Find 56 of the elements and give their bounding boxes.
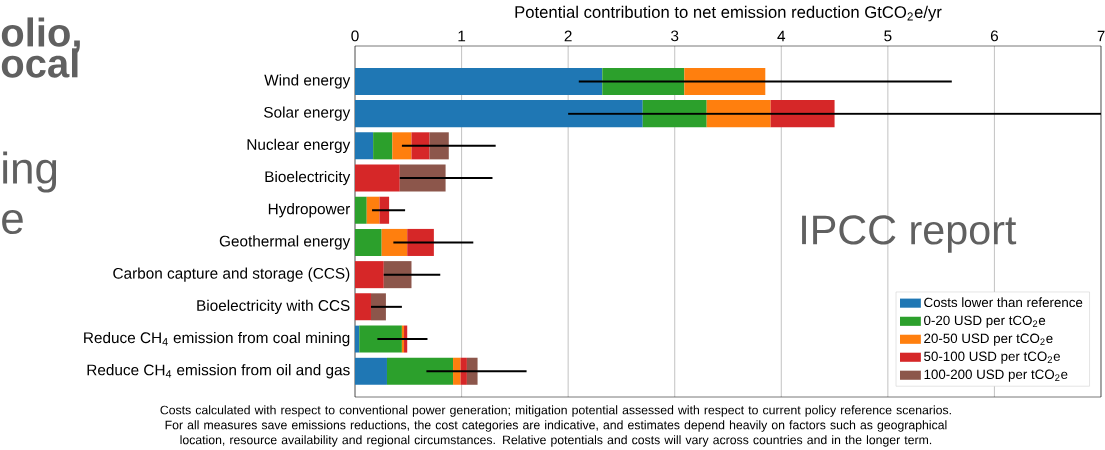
bar bbox=[359, 325, 402, 353]
x-tick-label: 4 bbox=[777, 30, 786, 42]
x-tick-label: 3 bbox=[671, 30, 679, 42]
bar bbox=[355, 357, 387, 385]
y-tick-label: Bioelectricity with CCS bbox=[197, 299, 350, 314]
legend-label: Costs lower than reference bbox=[924, 297, 1083, 308]
y-tick-label: Reduce CH$_{4}$ emission from oil and gas bbox=[87, 364, 350, 379]
legend-label: 100-200 USD per tCO$_{2}$e bbox=[924, 369, 1068, 382]
bar bbox=[770, 100, 835, 128]
bar bbox=[684, 67, 766, 95]
bar bbox=[366, 196, 380, 224]
legend-label: 50-100 USD per tCO$_{2}$e bbox=[924, 351, 1060, 364]
x-tick-label: 2 bbox=[564, 30, 572, 42]
bar bbox=[407, 228, 434, 256]
x-tick-label: 6 bbox=[990, 30, 999, 42]
y-tick-label: Nuclear energy bbox=[247, 138, 351, 153]
bar bbox=[355, 100, 643, 128]
bar bbox=[429, 132, 449, 160]
bar bbox=[392, 132, 412, 160]
bar bbox=[411, 132, 430, 160]
bar bbox=[642, 100, 707, 128]
bar bbox=[355, 196, 367, 224]
y-tick-label: Geothermal energy bbox=[219, 235, 351, 250]
bar bbox=[355, 228, 382, 256]
bar bbox=[383, 261, 412, 289]
bar bbox=[370, 293, 386, 321]
y-tick-label: Bioelectricity bbox=[265, 170, 351, 186]
bar bbox=[466, 357, 478, 385]
bar bbox=[355, 132, 374, 160]
x-tick-label: 0 bbox=[351, 30, 359, 42]
bar bbox=[386, 357, 454, 385]
bar bbox=[355, 164, 400, 192]
bar bbox=[706, 100, 771, 128]
x-tick-label: 7 bbox=[1097, 30, 1105, 42]
y-tick-label: Wind energy bbox=[264, 74, 351, 89]
annotation: IPCC report bbox=[802, 215, 1017, 253]
text: Costs calculated with respect to conventional power generation; mitigation potential assessed with respect to current policy reference scenarios. For all measures save emissions reductions, the cost categories are indicative, and estimates depend heavily on factors such as geographical location, resource availability and regional circumstances. Relative potentials and costs will vary across countries and in the longer term. bbox=[160, 405, 951, 447]
legend-label: 0-20 USD per tCO$_{2}$e bbox=[924, 315, 1046, 328]
bar bbox=[355, 67, 603, 95]
bar bbox=[602, 67, 685, 95]
bar bbox=[453, 357, 461, 385]
x-tick-label: 1 bbox=[458, 30, 466, 42]
x-tick-label: 5 bbox=[884, 30, 892, 42]
legend-label: 20-50 USD per tCO$_{2}$e bbox=[924, 333, 1053, 346]
bar bbox=[355, 261, 384, 289]
bar bbox=[399, 164, 446, 192]
x-axis-title: Potential contribution to net emission reduction GtCO$_{2}$e/yr bbox=[515, 5, 942, 22]
y-tick-label: Solar energy bbox=[264, 106, 351, 121]
text: e bbox=[2, 209, 23, 235]
bar bbox=[355, 293, 371, 321]
bar bbox=[373, 132, 393, 160]
text: ing bbox=[3, 151, 57, 193]
bar bbox=[381, 228, 408, 256]
y-tick-label: Reduce CH$_{4}$ emission from coal mining bbox=[84, 331, 350, 347]
y-tick-label: Carbon capture and storage (CCS) bbox=[113, 267, 350, 282]
y-tick-label: Hydropower bbox=[268, 203, 351, 218]
